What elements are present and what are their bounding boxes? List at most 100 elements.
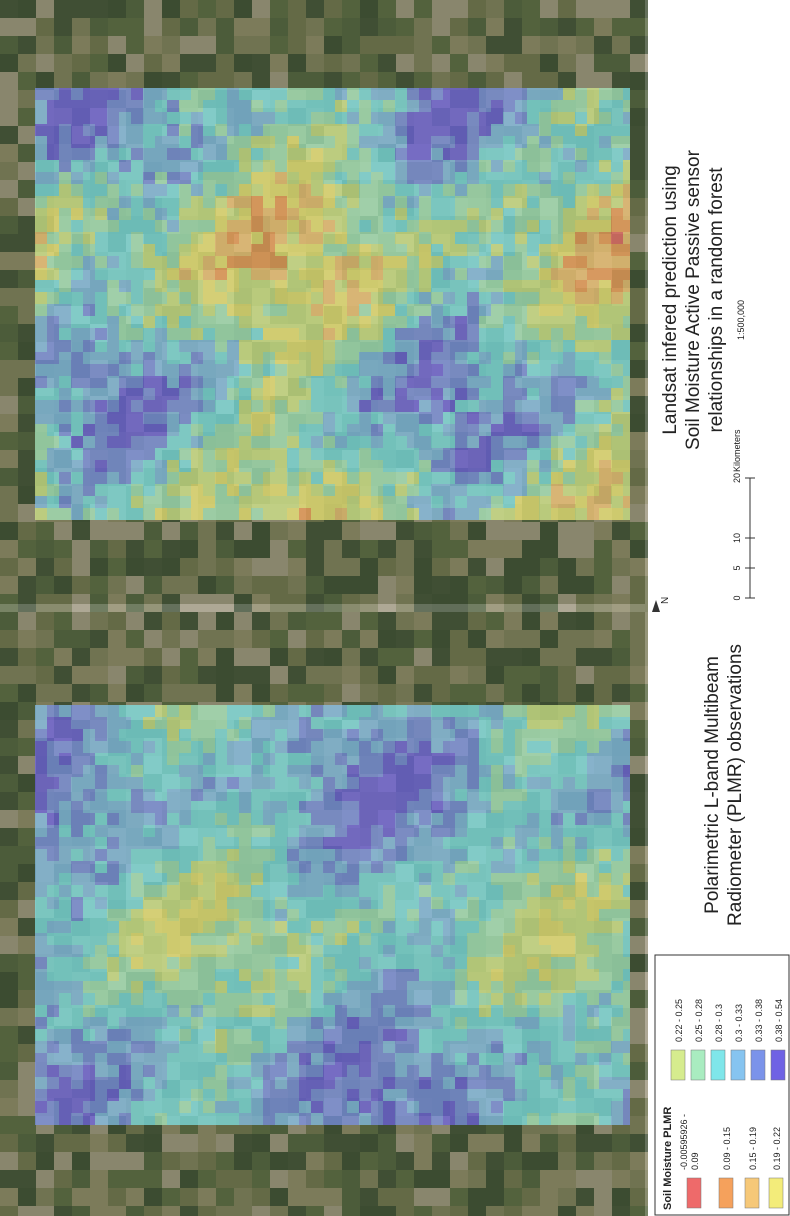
- moisture-cell: [59, 316, 71, 328]
- moisture-cell: [575, 172, 587, 184]
- field-patch: [270, 1134, 288, 1152]
- field-patch: [126, 72, 144, 90]
- moisture-cell: [131, 813, 143, 825]
- field-patch: [414, 576, 432, 594]
- moisture-cell: [467, 352, 479, 364]
- field-patch: [594, 576, 612, 594]
- moisture-cell: [83, 292, 95, 304]
- moisture-cell: [611, 400, 623, 412]
- moisture-cell: [71, 717, 83, 729]
- field-patch: [288, 630, 306, 648]
- moisture-cell: [107, 873, 119, 885]
- moisture-cell: [299, 280, 311, 292]
- moisture-cell: [455, 400, 467, 412]
- moisture-cell: [71, 777, 83, 789]
- moisture-cell: [371, 825, 383, 837]
- moisture-cell: [323, 472, 335, 484]
- moisture-cell: [383, 861, 395, 873]
- moisture-cell: [95, 717, 107, 729]
- moisture-cell: [107, 508, 119, 520]
- moisture-cell: [359, 100, 371, 112]
- field-patch: [18, 378, 36, 396]
- moisture-cell: [59, 789, 71, 801]
- moisture-cell: [431, 148, 443, 160]
- field-patch: [18, 0, 36, 18]
- moisture-cell: [311, 753, 323, 765]
- field-patch: [396, 576, 414, 594]
- moisture-cell: [203, 765, 215, 777]
- moisture-cell: [311, 496, 323, 508]
- moisture-cell: [455, 184, 467, 196]
- moisture-cell: [587, 717, 599, 729]
- moisture-cell: [95, 208, 107, 220]
- moisture-cell: [251, 813, 263, 825]
- moisture-cell: [611, 388, 623, 400]
- moisture-cell: [515, 256, 527, 268]
- moisture-cell: [275, 741, 287, 753]
- field-patch: [630, 162, 648, 180]
- field-patch: [126, 522, 144, 540]
- moisture-cell: [299, 717, 311, 729]
- moisture-cell: [443, 220, 455, 232]
- moisture-cell: [515, 388, 527, 400]
- moisture-cell: [395, 244, 407, 256]
- moisture-cell: [263, 316, 275, 328]
- field-patch: [36, 612, 54, 630]
- moisture-cell: [155, 100, 167, 112]
- moisture-cell: [539, 136, 551, 148]
- moisture-cell: [311, 256, 323, 268]
- moisture-cell: [155, 472, 167, 484]
- moisture-cell: [323, 873, 335, 885]
- moisture-cell: [455, 232, 467, 244]
- moisture-cell: [71, 328, 83, 340]
- field-patch: [180, 630, 198, 648]
- moisture-cell: [227, 448, 239, 460]
- moisture-cell: [35, 88, 47, 100]
- field-patch: [630, 810, 648, 828]
- moisture-cell: [227, 244, 239, 256]
- moisture-cell: [407, 496, 419, 508]
- moisture-cell: [611, 484, 623, 496]
- field-patch: [594, 54, 612, 72]
- field-patch: [162, 666, 180, 684]
- field-patch: [198, 1188, 216, 1206]
- field-patch: [36, 648, 54, 666]
- field-patch: [324, 54, 342, 72]
- moisture-cell: [311, 100, 323, 112]
- moisture-cell: [335, 861, 347, 873]
- moisture-cell: [395, 424, 407, 436]
- moisture-cell: [323, 837, 335, 849]
- moisture-cell: [575, 777, 587, 789]
- moisture-cell: [563, 220, 575, 232]
- moisture-cell: [503, 208, 515, 220]
- moisture-cell: [467, 873, 479, 885]
- moisture-cell: [311, 412, 323, 424]
- moisture-cell: [203, 849, 215, 861]
- moisture-cell: [131, 184, 143, 196]
- moisture-cell: [383, 388, 395, 400]
- moisture-cell: [335, 496, 347, 508]
- moisture-cell: [455, 124, 467, 136]
- moisture-cell: [251, 400, 263, 412]
- moisture-cell: [35, 813, 47, 825]
- moisture-cell: [383, 196, 395, 208]
- field-patch: [396, 18, 414, 36]
- field-patch: [450, 1170, 468, 1188]
- moisture-cell: [515, 304, 527, 316]
- moisture-cell: [119, 436, 131, 448]
- field-patch: [126, 1206, 144, 1216]
- moisture-cell: [251, 849, 263, 861]
- moisture-cell: [491, 256, 503, 268]
- field-patch: [198, 54, 216, 72]
- moisture-cell: [335, 328, 347, 340]
- moisture-cell: [311, 88, 323, 100]
- moisture-cell: [299, 849, 311, 861]
- moisture-cell: [383, 496, 395, 508]
- moisture-cell: [143, 172, 155, 184]
- field-patch: [198, 612, 216, 630]
- moisture-cell: [191, 388, 203, 400]
- moisture-cell: [263, 388, 275, 400]
- field-patch: [630, 828, 648, 846]
- moisture-cell: [83, 801, 95, 813]
- field-patch: [90, 648, 108, 666]
